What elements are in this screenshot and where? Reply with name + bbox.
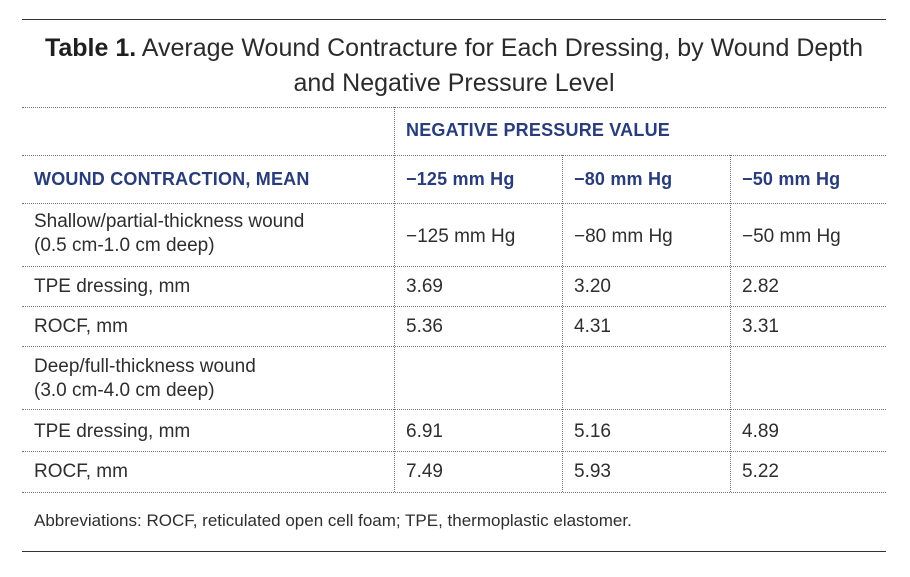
caption-label: Table 1.	[44, 34, 137, 62]
row-label: ROCF, mm	[34, 316, 128, 337]
row-header: WOUND CONTRACTION, MEAN	[34, 169, 310, 189]
row-label: TPE dressing, mm	[34, 276, 191, 297]
divider	[22, 107, 886, 108]
caption-text: Average Wound Contracture for Each Dress…	[141, 34, 864, 97]
divider	[22, 266, 886, 267]
column-header: −125 mm Hg	[406, 169, 515, 189]
column-header: −80 mm Hg	[574, 169, 673, 189]
column-divider	[730, 155, 731, 492]
top-rule	[22, 19, 886, 20]
column-divider	[562, 155, 563, 492]
table-cell: 3.20	[574, 276, 611, 297]
table-cell: −125 mm Hg	[406, 226, 516, 247]
divider	[22, 492, 886, 493]
table-cell: 3.31	[742, 316, 779, 337]
divider	[22, 203, 886, 204]
table-cell: 4.89	[742, 421, 779, 442]
table-cell: 2.82	[742, 276, 779, 297]
row-label: Deep/full-thickness wound (3.0 cm-4.0 cm…	[34, 356, 256, 401]
divider	[22, 409, 886, 410]
table-cell: 5.36	[406, 316, 443, 337]
row-label: ROCF, mm	[34, 461, 128, 482]
divider	[22, 346, 886, 347]
column-divider	[394, 107, 395, 492]
bottom-rule	[22, 551, 886, 552]
table-cell: 4.31	[574, 316, 611, 337]
table-cell: 7.49	[406, 461, 443, 482]
divider	[22, 451, 886, 452]
table-cell: 5.22	[742, 461, 779, 482]
table-footnote: Abbreviations: ROCF, reticulated open ce…	[34, 511, 632, 530]
column-header: −50 mm Hg	[742, 169, 841, 189]
table-cell: 5.93	[574, 461, 611, 482]
group-header: NEGATIVE PRESSURE VALUE	[406, 120, 670, 140]
divider	[22, 155, 886, 156]
table-cell: 3.69	[406, 276, 443, 297]
table-caption: Table 1. Average Wound Contracture for E…	[22, 31, 886, 101]
table-cell: 5.16	[574, 421, 611, 442]
table-cell: −50 mm Hg	[742, 226, 841, 247]
table-figure: Table 1. Average Wound Contracture for E…	[22, 19, 886, 552]
row-label: TPE dressing, mm	[34, 421, 191, 442]
table-cell: 6.91	[406, 421, 443, 442]
table-cell: −80 mm Hg	[574, 226, 673, 247]
row-label: Shallow/partial-thickness wound (0.5 cm-…	[34, 211, 305, 256]
divider	[22, 306, 886, 307]
